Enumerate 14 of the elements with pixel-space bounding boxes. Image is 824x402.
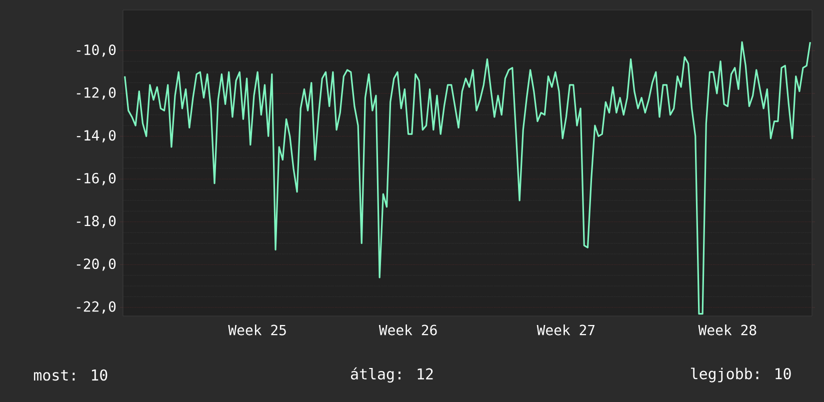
y-tick-label: -18,0	[76, 216, 116, 228]
x-tick-label: Week 28	[698, 324, 756, 336]
text: átlag: 12	[350, 367, 433, 383]
x-tick-label: Week 26	[378, 324, 437, 336]
y-tick-label: -10,0	[76, 44, 116, 57]
x-tick-label: Week 25	[228, 324, 286, 336]
x-tick-label: Week 27	[536, 324, 595, 336]
y-tick-label: -20,0	[76, 258, 116, 271]
text: most: 10	[34, 369, 108, 381]
y-tick-label: -14,0	[76, 130, 116, 142]
y-tick-label: -12,0	[76, 87, 116, 100]
text: legjobb: 10	[691, 368, 791, 382]
y-tick-label: -22,0	[76, 301, 116, 314]
y-tick-label: -16,0	[76, 172, 116, 186]
